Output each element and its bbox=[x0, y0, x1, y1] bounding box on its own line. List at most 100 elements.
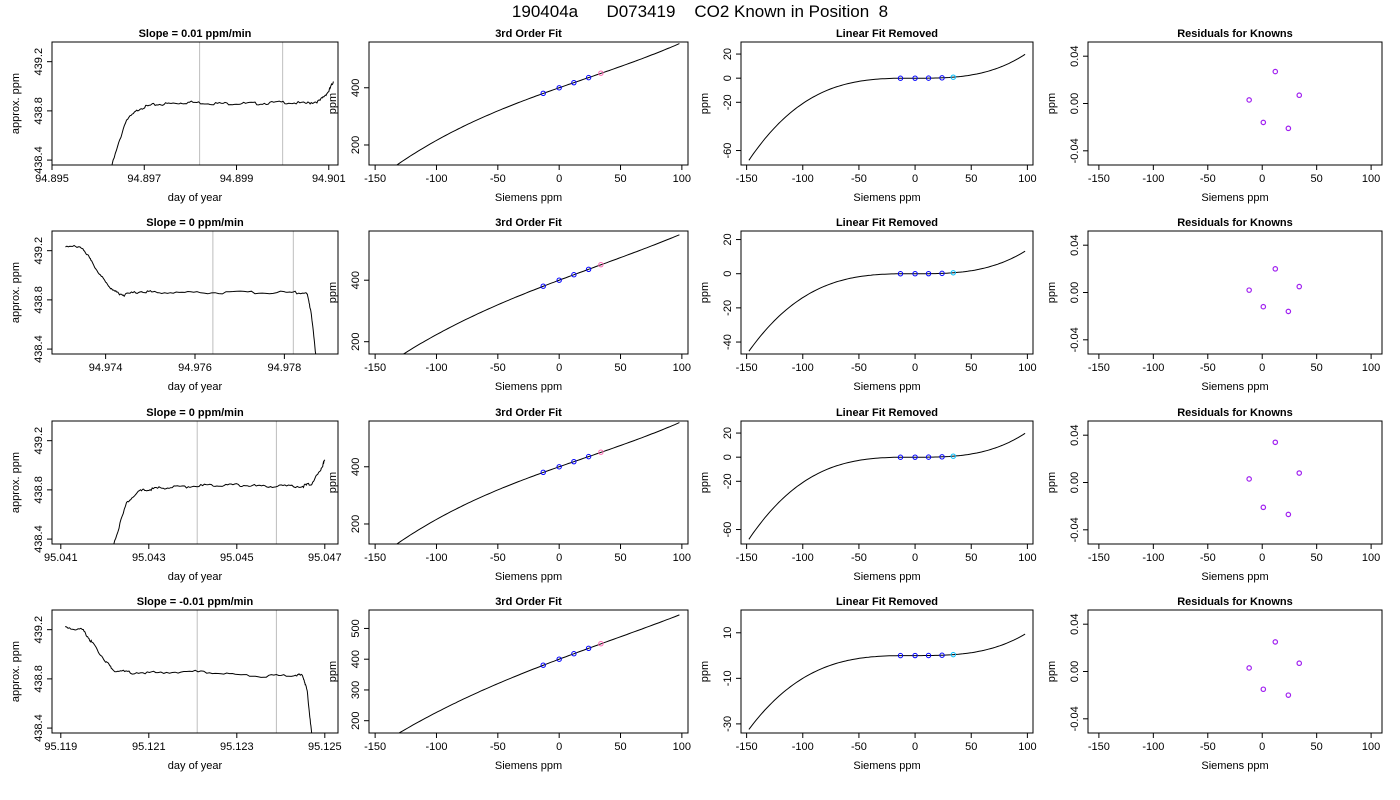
panel-title: 3rd Order Fit bbox=[495, 596, 562, 608]
residual-point bbox=[1272, 639, 1279, 645]
x-tick-label: 100 bbox=[673, 173, 691, 185]
y-tick-label: 439.2 bbox=[33, 427, 45, 455]
y-axis-label: ppm bbox=[327, 93, 339, 114]
panel-title: Linear Fit Removed bbox=[836, 407, 938, 419]
plot-frame bbox=[368, 420, 689, 545]
y-tick-label: 20 bbox=[722, 48, 734, 60]
known-point bbox=[571, 651, 577, 657]
y-tick-label: -0.04 bbox=[1069, 517, 1081, 542]
plot-area bbox=[65, 231, 317, 354]
x-tick-label: 100 bbox=[1018, 362, 1036, 374]
x-tick-label: -150 bbox=[1088, 362, 1110, 374]
plot-area bbox=[402, 234, 680, 354]
known-point bbox=[897, 454, 904, 460]
y-tick-label: -40 bbox=[722, 334, 734, 350]
x-tick-label: 0 bbox=[1259, 552, 1265, 564]
y-axis-label: ppm bbox=[699, 93, 711, 114]
known-point bbox=[912, 454, 918, 460]
panel-15: Residuals for Knowns -150 -100 -50 0 50 100 Sie… bbox=[1046, 596, 1383, 772]
x-axis-label: Siemens ppm bbox=[495, 192, 562, 204]
y-tick-label: 400 bbox=[350, 271, 362, 289]
y-tick-label: 0.04 bbox=[1069, 234, 1081, 255]
x-tick-label: -100 bbox=[425, 552, 447, 564]
y-tick-label: 438.8 bbox=[33, 286, 45, 314]
x-tick-label: 50 bbox=[1311, 741, 1323, 753]
residual-point bbox=[1260, 504, 1267, 511]
y-axis-label: ppm bbox=[1046, 282, 1058, 303]
residual-point bbox=[1285, 692, 1292, 698]
x-tick-label: 0 bbox=[912, 173, 918, 185]
sample-point bbox=[598, 641, 604, 647]
known-point bbox=[540, 90, 546, 97]
y-tick-label: -0.04 bbox=[1069, 327, 1081, 352]
known-point bbox=[571, 458, 577, 465]
known-point bbox=[540, 662, 546, 668]
x-tick-label: -50 bbox=[1200, 552, 1216, 564]
x-axis-label: Siemens ppm bbox=[495, 381, 562, 393]
y-tick-label: 0.00 bbox=[1069, 661, 1081, 682]
y-axis-label: approx. ppm bbox=[10, 262, 22, 323]
y-tick-label: 438.4 bbox=[33, 335, 45, 363]
x-tick-label: 100 bbox=[1362, 173, 1380, 185]
x-tick-label: 94.899 bbox=[220, 173, 254, 185]
plot-area bbox=[65, 610, 313, 733]
x-tick-label: -150 bbox=[736, 741, 758, 753]
y-tick-label: -60 bbox=[722, 522, 734, 538]
panel-0: Slope = 0.01 ppm/min 94.895 94.897 94.899 94… bbox=[10, 28, 346, 204]
y-tick-label: 438.4 bbox=[33, 714, 45, 742]
y-tick-label: 0.00 bbox=[1069, 93, 1081, 114]
x-tick-label: -50 bbox=[490, 173, 506, 185]
plot-frame bbox=[1087, 230, 1383, 355]
x-tick-label: 0 bbox=[912, 552, 918, 564]
x-tick-label: 100 bbox=[1018, 552, 1036, 564]
panel-2: Linear Fit Removed -150 -100 -50 0 50 100 Sieme… bbox=[699, 28, 1037, 204]
plot-area bbox=[395, 422, 680, 544]
x-tick-label: -50 bbox=[1200, 362, 1216, 374]
known-point bbox=[939, 75, 945, 81]
known-point bbox=[585, 645, 592, 651]
x-axis-label: Siemens ppm bbox=[853, 571, 920, 583]
plot-area bbox=[111, 42, 334, 165]
x-tick-label: 50 bbox=[614, 552, 626, 564]
x-tick-label: -100 bbox=[1142, 173, 1164, 185]
plot-area bbox=[748, 250, 1026, 352]
panel-14: Linear Fit Removed -150 -100 -50 0 50 100 Sieme… bbox=[699, 596, 1037, 772]
x-tick-label: -50 bbox=[490, 741, 506, 753]
x-tick-label: 95.041 bbox=[44, 552, 78, 564]
plot-frame bbox=[368, 609, 689, 734]
y-axis-label: ppm bbox=[699, 472, 711, 493]
x-tick-label: 0 bbox=[912, 362, 918, 374]
concentration-trace bbox=[111, 81, 334, 165]
x-tick-label: 94.897 bbox=[127, 173, 161, 185]
concentration-trace bbox=[113, 459, 326, 544]
plot-frame bbox=[740, 609, 1034, 734]
known-point bbox=[897, 271, 904, 277]
panel-7: Residuals for Knowns -150 -100 -50 0 50 100 Sie… bbox=[1046, 217, 1383, 393]
y-tick-label: 0.00 bbox=[1069, 472, 1081, 493]
fit-curve bbox=[748, 250, 1026, 352]
x-axis-label: Siemens ppm bbox=[1201, 192, 1268, 204]
plot-frame bbox=[368, 230, 689, 355]
x-tick-label: 50 bbox=[1311, 173, 1323, 185]
panel-9: 3rd Order Fit -150 -100 -50 0 50 100 Siemens pp… bbox=[327, 407, 691, 583]
y-tick-label: -30 bbox=[722, 716, 734, 732]
sample-point bbox=[950, 74, 956, 80]
panel-title: Slope = 0 ppm/min bbox=[146, 217, 244, 229]
known-point bbox=[585, 266, 592, 272]
y-axis-label: ppm bbox=[327, 661, 339, 682]
x-tick-label: -100 bbox=[792, 741, 814, 753]
known-point bbox=[585, 74, 592, 81]
x-axis-label: Siemens ppm bbox=[495, 760, 562, 772]
panel-12: Slope = -0.01 ppm/min 95.119 95.121 95.123 9… bbox=[10, 596, 342, 772]
residual-point bbox=[1246, 287, 1252, 293]
known-point bbox=[540, 469, 546, 476]
y-tick-label: 439.2 bbox=[33, 616, 45, 644]
x-tick-label: -50 bbox=[851, 741, 867, 753]
plot-frame bbox=[740, 230, 1034, 355]
x-axis-label: Siemens ppm bbox=[1201, 571, 1268, 583]
y-tick-label: 300 bbox=[350, 681, 362, 699]
y-tick-label: 439.2 bbox=[33, 48, 45, 76]
x-tick-label: 100 bbox=[1362, 362, 1380, 374]
known-point bbox=[897, 75, 904, 81]
known-point bbox=[939, 454, 945, 460]
